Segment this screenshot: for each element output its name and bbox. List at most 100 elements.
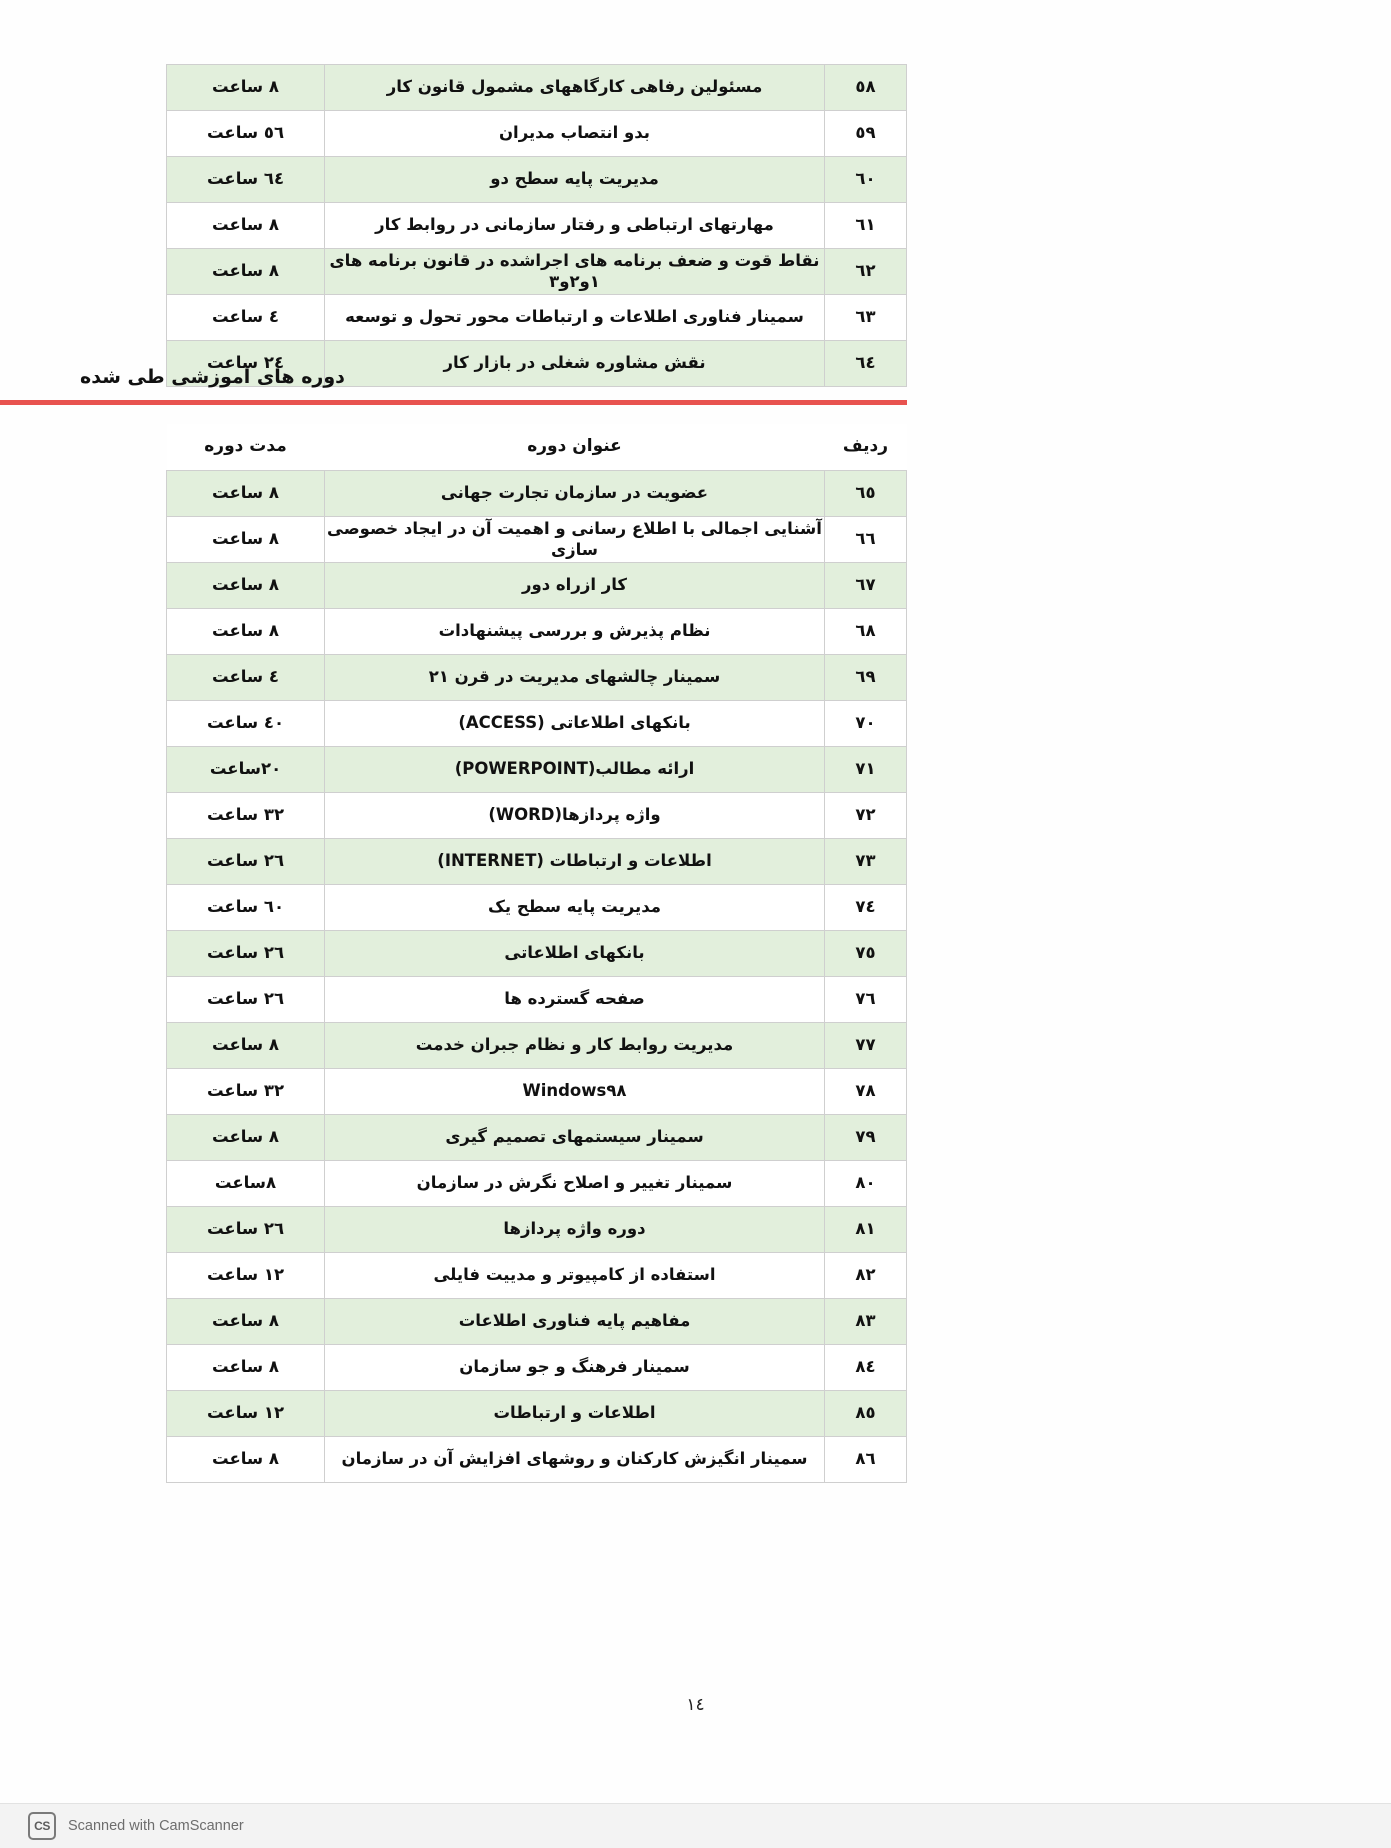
- cell-course-title: سمینار چالشهای مدیریت در قرن ٢١: [324, 654, 825, 701]
- table-header-row: ردیف عنوان دوره مدت دوره: [166, 424, 907, 471]
- cell-duration: ٨ ساعت: [166, 1436, 325, 1483]
- table-row: ٦٩ سمینار چالشهای مدیریت در قرن ٢١ ٤ ساعت: [166, 654, 907, 701]
- cell-course-title: بدو انتصاب مدیران: [324, 110, 825, 157]
- cell-duration: ٨ ساعت: [166, 1344, 325, 1391]
- cell-duration: ٨ ساعت: [166, 64, 325, 111]
- table-row: ٥٩ بدو انتصاب مدیران ٥٦ ساعت: [166, 110, 907, 157]
- cell-row-number: ٨٦: [824, 1436, 907, 1483]
- table-row: ٦٠ مدیریت پایه سطح دو ٦٤ ساعت: [166, 156, 907, 203]
- cell-row-number: ٧٩: [824, 1114, 907, 1161]
- cell-course-title: سمینار تغییر و اصلاح نگرش در سازمان: [324, 1160, 825, 1207]
- cell-row-number: ٧٧: [824, 1022, 907, 1069]
- cell-row-number: ٦٧: [824, 562, 907, 609]
- cell-row-number: ٦٥: [824, 470, 907, 517]
- camscanner-label: Scanned with CamScanner: [68, 1818, 244, 1834]
- cell-course-title: عضویت در سازمان تجارت جهانی: [324, 470, 825, 517]
- cell-duration: ٣٢ ساعت: [166, 1068, 325, 1115]
- cell-duration: ٢٤ ساعت: [166, 340, 325, 387]
- table-row: ٧٠ بانکهای اطلاعاتی (ACCESS) ٤٠ ساعت: [166, 700, 907, 747]
- cell-duration: ٦٠ ساعت: [166, 884, 325, 931]
- cell-course-title: مسئولین رفاهی کارگاههای مشمول قانون کار: [324, 64, 825, 111]
- cell-row-number: ٦٣: [824, 294, 907, 341]
- cell-course-title: کار ازراه دور: [324, 562, 825, 609]
- table-row: ٨١ دوره واژه پردازها ٢٦ ساعت: [166, 1206, 907, 1253]
- cell-row-number: ٦١: [824, 202, 907, 249]
- cell-row-number: ٦٠: [824, 156, 907, 203]
- cell-course-title: استفاده از کامپیوتر و مدییت فایلی: [324, 1252, 825, 1299]
- cell-duration: ٦٤ ساعت: [166, 156, 325, 203]
- training-courses-table-wrapper: ردیف عنوان دوره مدت دوره ٦٥ عضویت در سازم…: [166, 424, 907, 1483]
- table-row: ٨٣ مفاهیم پایه فناوری اطلاعات ٨ ساعت: [166, 1298, 907, 1345]
- cell-duration: ٢٠ساعت: [166, 746, 325, 793]
- section-heading: دوره های آموزشی طی شده: [80, 366, 1391, 388]
- cell-row-number: ٨٣: [824, 1298, 907, 1345]
- cell-duration: ٢٦ ساعت: [166, 976, 325, 1023]
- cell-row-number: ٦٦: [824, 516, 907, 563]
- cell-course-title: سمینار فرهنگ و جو سازمان: [324, 1344, 825, 1391]
- section-heading-text: دوره های آموزشی طی شده: [80, 366, 345, 388]
- table-row: ٦١ مهارتهای ارتباطی و رفتار سازمانی در رو…: [166, 202, 907, 249]
- cell-row-number: ٧٥: [824, 930, 907, 977]
- table-row: ٦٨ نظام پذیرش و بررسی پیشنهادات ٨ ساعت: [166, 608, 907, 655]
- table-row: ٨٦ سمینار انگیزش کارکنان و روشهای افزایش …: [166, 1436, 907, 1483]
- cell-row-number: ٨١: [824, 1206, 907, 1253]
- table-row: ٧٦ صفحه گسترده ها ٢٦ ساعت: [166, 976, 907, 1023]
- cell-course-title: نقاط قوت و ضعف برنامه های اجراشده در قان…: [324, 248, 825, 295]
- cell-duration: ٨ساعت: [166, 1160, 325, 1207]
- cell-row-number: ٨٠: [824, 1160, 907, 1207]
- table-row: ٦٧ کار ازراه دور ٨ ساعت: [166, 562, 907, 609]
- cell-course-title: مدیریت پایه سطح یک: [324, 884, 825, 931]
- cell-row-number: ٧٢: [824, 792, 907, 839]
- cell-row-number: ٧٣: [824, 838, 907, 885]
- table-row: ٨٤ سمینار فرهنگ و جو سازمان ٨ ساعت: [166, 1344, 907, 1391]
- table-row: ٦٢ نقاط قوت و ضعف برنامه های اجراشده در ق…: [166, 248, 907, 295]
- column-header-course-title: عنوان دوره: [324, 424, 825, 471]
- cell-row-number: ٦٢: [824, 248, 907, 295]
- cell-course-title: نقش مشاوره شغلی در بازار کار: [324, 340, 825, 387]
- table-row: ٦٤ نقش مشاوره شغلی در بازار کار ٢٤ ساعت: [166, 340, 907, 387]
- continued-courses-table-wrapper: ٥٨ مسئولین رفاهی کارگاههای مشمول قانون کا…: [166, 64, 907, 387]
- cell-duration: ٥٦ ساعت: [166, 110, 325, 157]
- table-row: ٦٣ سمینار فناوری اطلاعات و ارتباطات محور …: [166, 294, 907, 341]
- cell-row-number: ٦٨: [824, 608, 907, 655]
- cell-duration: ٨ ساعت: [166, 470, 325, 517]
- heading-underline-rule: [0, 400, 907, 405]
- cell-row-number: ٦٩: [824, 654, 907, 701]
- cell-course-title: واژه پردازها(WORD): [324, 792, 825, 839]
- cell-row-number: ٨٤: [824, 1344, 907, 1391]
- cell-course-title: بانکهای اطلاعاتی (ACCESS): [324, 700, 825, 747]
- cell-duration: ٨ ساعت: [166, 562, 325, 609]
- camscanner-logo-icon: CS: [28, 1812, 56, 1840]
- cell-duration: ٨ ساعت: [166, 516, 325, 563]
- table-row: ٧٨ Windows٩٨ ٣٢ ساعت: [166, 1068, 907, 1115]
- cell-course-title: سمینار سیستمهای تصمیم گیری: [324, 1114, 825, 1161]
- cell-duration: ١٢ ساعت: [166, 1252, 325, 1299]
- table-row: ٥٨ مسئولین رفاهی کارگاههای مشمول قانون کا…: [166, 64, 907, 111]
- cell-duration: ٨ ساعت: [166, 1022, 325, 1069]
- cell-duration: ٤٠ ساعت: [166, 700, 325, 747]
- table-row: ٧٢ واژه پردازها(WORD) ٣٢ ساعت: [166, 792, 907, 839]
- cell-row-number: ٦٤: [824, 340, 907, 387]
- table-row: ٧٣ اطلاعات و ارتباطات (INTERNET) ٢٦ ساعت: [166, 838, 907, 885]
- cell-duration: ٢٦ ساعت: [166, 930, 325, 977]
- cell-row-number: ٧١: [824, 746, 907, 793]
- cell-course-title: سمینار انگیزش کارکنان و روشهای افزایش آن…: [324, 1436, 825, 1483]
- cell-course-title: اطلاعات و ارتباطات (INTERNET): [324, 838, 825, 885]
- table-row: ٧٥ بانکهای اطلاعاتی ٢٦ ساعت: [166, 930, 907, 977]
- cell-course-title: آشنایی اجمالی با اطلاع رسانی و اهمیت آن …: [324, 516, 825, 563]
- cell-duration: ٤ ساعت: [166, 654, 325, 701]
- cell-course-title: نظام پذیرش و بررسی پیشنهادات: [324, 608, 825, 655]
- cell-course-title: مدیریت پایه سطح دو: [324, 156, 825, 203]
- cell-duration: ٣٢ ساعت: [166, 792, 325, 839]
- cell-duration: ٢٦ ساعت: [166, 838, 325, 885]
- cell-course-title: مدیریت روابط کار و نظام جبران خدمت: [324, 1022, 825, 1069]
- cell-duration: ٨ ساعت: [166, 248, 325, 295]
- table-row: ٧٩ سمینار سیستمهای تصمیم گیری ٨ ساعت: [166, 1114, 907, 1161]
- cell-course-title: مفاهیم پایه فناوری اطلاعات: [324, 1298, 825, 1345]
- cell-row-number: ٥٩: [824, 110, 907, 157]
- cell-row-number: ٧٦: [824, 976, 907, 1023]
- cell-course-title: صفحه گسترده ها: [324, 976, 825, 1023]
- cell-duration: ٨ ساعت: [166, 202, 325, 249]
- table-row: ٦٥ عضویت در سازمان تجارت جهانی ٨ ساعت: [166, 470, 907, 517]
